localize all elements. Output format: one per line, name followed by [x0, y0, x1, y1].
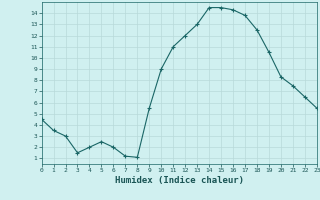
- X-axis label: Humidex (Indice chaleur): Humidex (Indice chaleur): [115, 176, 244, 185]
